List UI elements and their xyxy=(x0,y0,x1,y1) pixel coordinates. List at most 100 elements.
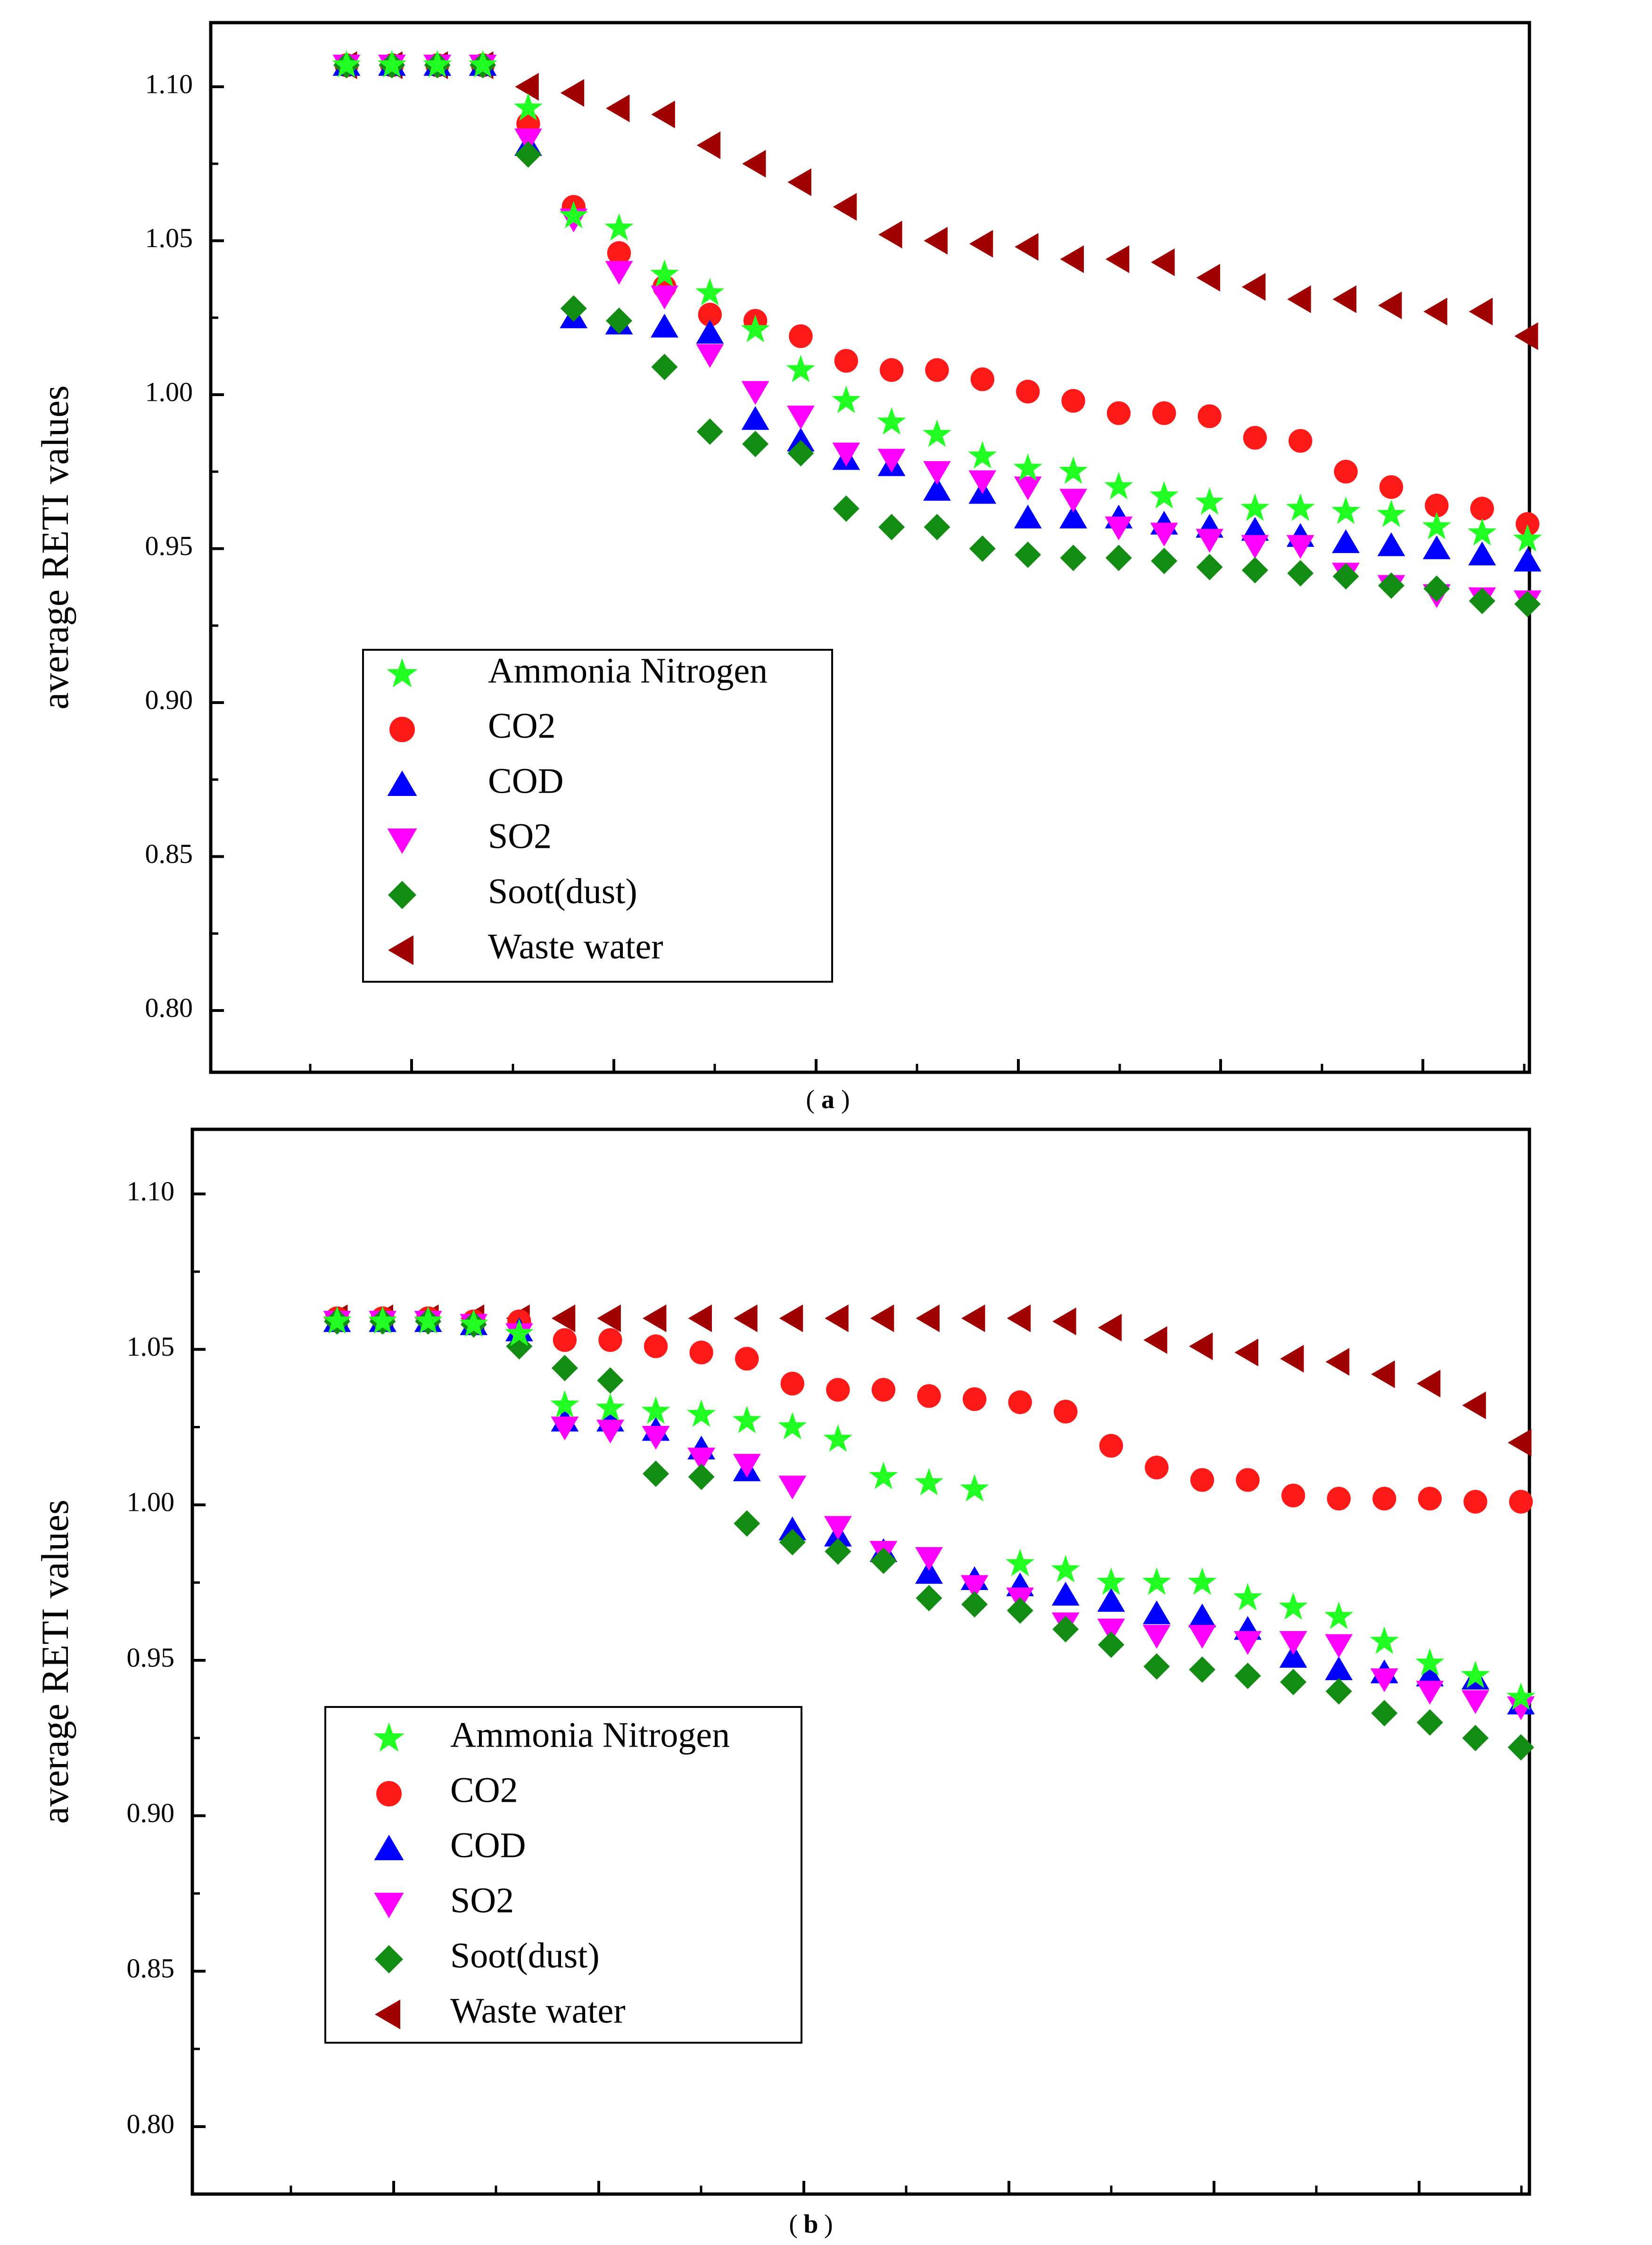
point-b-ammonia-nitrogen xyxy=(1097,1567,1126,1595)
legend-marker-b-waste-water xyxy=(375,1999,400,2030)
point-b-ammonia-nitrogen xyxy=(459,1309,488,1337)
point-b-so2 xyxy=(1234,1631,1262,1655)
point-a-soot-dust xyxy=(1469,588,1495,614)
point-b-so2 xyxy=(778,1475,807,1499)
point-a-co2 xyxy=(879,358,904,382)
y-tick-label-a: 0.80 xyxy=(145,992,193,1023)
point-b-soot-dust xyxy=(1098,1632,1124,1658)
point-a-soot-dust xyxy=(515,141,542,168)
point-a-co2 xyxy=(1379,475,1404,499)
point-b-co2 xyxy=(689,1341,713,1365)
point-b-waste-water xyxy=(1143,1326,1167,1354)
legend-box-a xyxy=(362,649,833,983)
point-a-so2 xyxy=(605,261,633,285)
point-a-waste-water xyxy=(742,149,766,178)
point-b-ammonia-nitrogen xyxy=(1233,1582,1263,1611)
point-b-waste-water xyxy=(1007,1304,1031,1333)
point-b-so2 xyxy=(1097,1618,1125,1643)
point-b-ammonia-nitrogen xyxy=(687,1399,716,1427)
point-a-soot-dust xyxy=(1241,557,1268,584)
point-b-co2 xyxy=(826,1378,850,1402)
point-b-so2 xyxy=(824,1516,852,1540)
point-a-waste-water xyxy=(1378,291,1402,320)
point-b-ammonia-nitrogen xyxy=(1461,1660,1490,1688)
point-a-co2 xyxy=(834,348,859,373)
legend-marker-a-so2 xyxy=(387,828,417,854)
point-a-ammonia-nitrogen xyxy=(1013,453,1042,481)
point-a-waste-water xyxy=(1287,285,1311,313)
point-b-co2 xyxy=(917,1384,941,1408)
point-a-ammonia-nitrogen xyxy=(604,213,634,241)
legend-label-b-co2: CO2 xyxy=(450,1770,518,1810)
point-b-co2 xyxy=(1190,1468,1214,1492)
point-b-cod xyxy=(1416,1662,1444,1687)
point-a-co2 xyxy=(1515,512,1540,536)
point-a-co2 xyxy=(1470,497,1494,521)
y-tick-label-b: 1.00 xyxy=(127,1487,175,1517)
point-a-soot-dust xyxy=(1287,560,1314,587)
point-b-cod xyxy=(1188,1603,1216,1628)
point-a-so2 xyxy=(1014,476,1042,500)
point-b-waste-water xyxy=(643,1304,667,1333)
point-b-waste-water xyxy=(1280,1345,1304,1373)
legend-label-a-co2: CO2 xyxy=(488,706,556,746)
point-b-co2 xyxy=(1054,1400,1078,1424)
point-a-ammonia-nitrogen xyxy=(832,385,861,414)
point-a-ammonia-nitrogen xyxy=(1422,512,1451,539)
panel-label-a-open-paren: ( xyxy=(806,1085,815,1114)
point-b-so2 xyxy=(596,1419,624,1444)
point-a-ammonia-nitrogen xyxy=(1149,481,1179,509)
point-b-ammonia-nitrogen xyxy=(1324,1601,1354,1629)
point-b-ammonia-nitrogen xyxy=(504,1318,534,1346)
point-b-ammonia-nitrogen xyxy=(413,1306,443,1334)
point-a-soot-dust xyxy=(560,295,587,322)
point-a-co2 xyxy=(1243,426,1267,450)
point-b-cod xyxy=(1279,1644,1307,1668)
point-a-soot-dust xyxy=(1015,541,1041,568)
y-tick-label-b: 1.10 xyxy=(127,1176,175,1206)
legend-label-b-soot-dust: Soot(dust) xyxy=(450,1936,600,1975)
point-b-cod xyxy=(1142,1600,1171,1624)
point-a-soot-dust xyxy=(1151,547,1178,574)
point-a-ammonia-nitrogen xyxy=(1286,493,1315,521)
point-b-soot-dust xyxy=(1189,1656,1215,1683)
point-b-so2 xyxy=(1325,1634,1353,1658)
legend-label-a-waste-water: Waste water xyxy=(488,927,663,966)
point-b-so2 xyxy=(1188,1624,1216,1649)
point-b-co2 xyxy=(735,1347,759,1371)
point-b-soot-dust xyxy=(551,1355,578,1382)
point-a-cod xyxy=(1059,505,1087,529)
point-b-waste-water xyxy=(1462,1391,1486,1419)
y-tick-label-a: 1.10 xyxy=(145,68,193,99)
point-a-ammonia-nitrogen xyxy=(695,278,725,306)
point-a-soot-dust xyxy=(1378,572,1404,599)
point-b-cod xyxy=(915,1560,943,1584)
point-b-ammonia-nitrogen xyxy=(322,1306,352,1334)
point-a-ammonia-nitrogen xyxy=(786,355,816,382)
point-b-soot-dust xyxy=(1462,1724,1489,1751)
point-b-ammonia-nitrogen xyxy=(1370,1626,1399,1654)
point-b-ammonia-nitrogen xyxy=(732,1406,761,1433)
point-b-cod xyxy=(1097,1588,1125,1612)
point-b-ammonia-nitrogen xyxy=(1415,1648,1445,1676)
point-b-so2 xyxy=(1507,1696,1535,1720)
point-a-waste-water xyxy=(560,79,585,107)
point-b-soot-dust xyxy=(1007,1597,1033,1624)
point-b-soot-dust xyxy=(1416,1709,1443,1736)
point-a-so2 xyxy=(1196,529,1223,553)
point-b-soot-dust xyxy=(1280,1669,1307,1696)
point-a-waste-water xyxy=(878,221,902,249)
point-a-waste-water xyxy=(1196,264,1220,292)
point-a-waste-water xyxy=(1241,273,1266,301)
point-a-cod xyxy=(787,427,815,452)
point-a-cod xyxy=(1377,532,1405,556)
point-a-co2 xyxy=(1289,429,1313,453)
point-a-waste-water xyxy=(969,230,993,258)
point-b-ammonia-nitrogen xyxy=(1142,1567,1171,1595)
point-b-waste-water xyxy=(1189,1332,1213,1360)
point-b-waste-water xyxy=(825,1304,849,1333)
point-b-so2 xyxy=(687,1448,716,1472)
point-b-waste-water xyxy=(779,1304,803,1333)
legend-marker-a-cod xyxy=(387,770,417,796)
point-b-co2 xyxy=(962,1387,987,1411)
